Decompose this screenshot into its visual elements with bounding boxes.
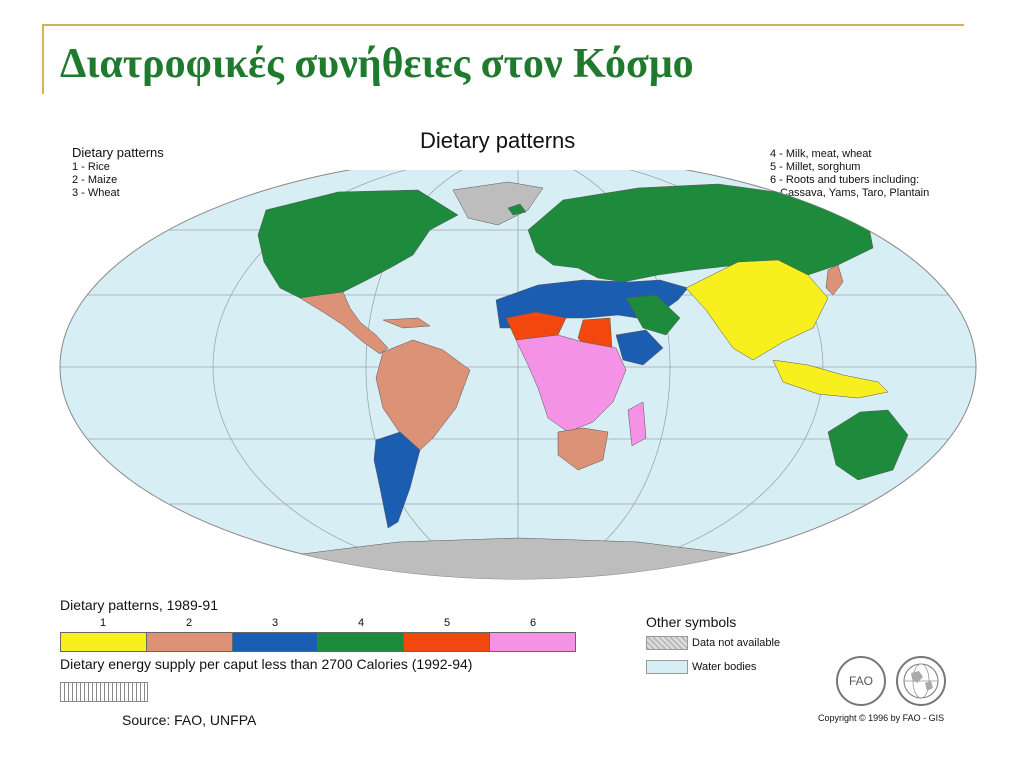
legend-item-roots-tubers: 6 - Roots and tubers including:: [770, 174, 920, 186]
legend-item-roots-list: Cassava, Yams, Taro, Plantain: [780, 187, 930, 199]
legend-top-right: 4 - Milk, meat, wheat 5 - Millet, sorghu…: [770, 148, 929, 200]
scale-swatch-6: [490, 633, 575, 651]
region-caribbean: [382, 317, 431, 329]
scale-number-2: 2: [185, 617, 193, 629]
fao-logo-text: FAO: [848, 674, 873, 688]
scale-swatch-1: [61, 633, 147, 651]
scale-number-1: 1: [99, 617, 107, 629]
scale-number-3: 3: [271, 617, 279, 629]
scale-number-4: 4: [357, 617, 365, 629]
region-southern-africa: [557, 427, 609, 471]
region-eurasia-north: [527, 183, 874, 283]
scale-swatch-3: [232, 633, 319, 651]
scale-swatch-5: [404, 633, 491, 651]
na-swatch: [646, 636, 688, 650]
legend-item-millet-sorghum: 5 - Millet, sorghum: [770, 161, 861, 173]
region-south-america: [375, 339, 471, 453]
copyright-notice: Copyright © 1996 by FAO - GIS: [818, 713, 945, 723]
region-australia: [827, 409, 909, 481]
symbol-label-water: Water bodies: [692, 661, 757, 673]
slide-frame-left: [42, 24, 44, 94]
energy-supply-note: Dietary energy supply per caput less tha…: [60, 656, 473, 672]
region-central-america: [299, 291, 389, 355]
other-symbols-title: Other symbols: [646, 614, 737, 630]
source-credit: Source: FAO, UNFPA: [122, 712, 257, 728]
region-greenland: [452, 181, 544, 226]
logos: FAO: [836, 656, 946, 706]
region-central-africa: [515, 334, 627, 433]
region-arabia: [625, 294, 681, 336]
symbol-row-water: Water bodies: [646, 660, 756, 674]
slide-title: Διατροφικές συνήθειες στον Κόσμο: [60, 41, 694, 87]
symbol-label-na: Data not available: [692, 637, 781, 649]
water-swatch: [646, 660, 688, 674]
symbol-row-na: Data not available: [646, 636, 780, 650]
region-horn-africa: [615, 329, 664, 366]
scale-swatch-2: [146, 633, 233, 651]
region-southern-cone: [373, 431, 421, 529]
world-map: [59, 170, 977, 580]
region-asia-rice: [685, 259, 829, 361]
bottom-legend-title: Dietary patterns, 1989-91: [60, 597, 218, 613]
legend-item-rice: 1 - Rice: [72, 161, 110, 173]
scale-number-5: 5: [443, 617, 451, 629]
legend-heading: Dietary patterns: [72, 145, 164, 160]
gis-globe-icon: [896, 656, 946, 706]
legend-item-milk-meat-wheat: 4 - Milk, meat, wheat: [770, 148, 872, 160]
region-iceland: [507, 203, 527, 216]
region-north-america: [257, 189, 459, 299]
globe-graphic: [903, 663, 939, 699]
region-southeast-asia: [772, 359, 889, 399]
scale-swatch-4: [318, 633, 405, 651]
map-title: Dietary patterns: [420, 128, 576, 153]
color-scale: 1 2 3 4 5 6: [60, 614, 576, 652]
legend-top-left: Dietary patterns 1 - Rice 2 - Maize 3 - …: [72, 146, 164, 200]
region-new-zealand: [917, 465, 929, 493]
region-madagascar: [627, 401, 647, 447]
low-energy-hatch-swatch: [60, 682, 148, 702]
scale-number-6: 6: [529, 617, 537, 629]
fao-logo-icon: FAO: [836, 656, 886, 706]
legend-item-maize: 2 - Maize: [72, 174, 118, 186]
slide-frame-top: [42, 24, 964, 26]
legend-item-wheat: 3 - Wheat: [72, 187, 120, 199]
region-japan: [825, 264, 844, 296]
